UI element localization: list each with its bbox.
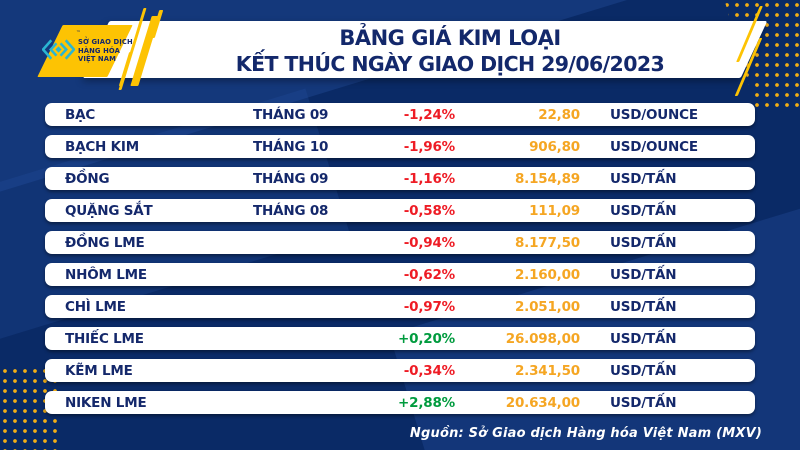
price-value: 2.160,00 [514, 266, 580, 283]
price-unit: USD/TẤN [610, 394, 677, 411]
contract-month: THÁNG 09 [253, 170, 329, 187]
logo-line-2: HÀNG HÓA [78, 46, 120, 55]
mxv-chevron-icon [41, 37, 76, 66]
metal-name: QUẶNG SẮT [65, 202, 153, 219]
logo-line-1: SỞ GIAO DỊCH [78, 38, 133, 47]
table-row-niken-lme: NIKEN LME +2,88% 20.634,00 USD/TẤN [45, 391, 755, 414]
price-value: 111,09 [529, 202, 580, 219]
price-value: 8.154,89 [514, 170, 580, 187]
metal-name: NIKEN LME [65, 394, 147, 411]
price-unit: USD/TẤN [610, 330, 677, 347]
price-unit: USD/TẤN [610, 202, 677, 219]
change-percent: -1,16% [403, 170, 455, 187]
title-line-1: BẢNG GIÁ KIM LOẠI [339, 26, 561, 50]
table-row-dong: ĐỒNG THÁNG 09 -1,16% 8.154,89 USD/TẤN [45, 167, 755, 190]
price-value: 2.341,50 [514, 362, 580, 379]
table-row-kem-lme: KẼM LME -0,34% 2.341,50 USD/TẤN [45, 359, 755, 382]
metal-name: CHÌ LME [65, 298, 126, 315]
page-title: BẢNG GIÁ KIM LOẠI KẾT THÚC NGÀY GIAO DỊC… [230, 25, 670, 77]
price-unit: USD/TẤN [610, 298, 677, 315]
logo-line-3: VIỆT NAM [78, 55, 116, 64]
metal-name: BẠCH KIM [65, 138, 139, 155]
mxv-logo: SỞ GIAO DỊCH HÀNG HÓA VIỆT NAM [41, 29, 142, 73]
price-unit: USD/TẤN [610, 362, 677, 379]
price-value: 8.177,50 [514, 234, 580, 251]
table-row-bach-kim: BẠCH KIM THÁNG 10 -1,96% 906,80 USD/OUNC… [45, 135, 755, 158]
change-percent: -0,94% [403, 234, 455, 251]
metal-name: THIẾC LME [65, 330, 144, 347]
change-percent: -1,96% [403, 138, 455, 155]
price-unit: USD/TẤN [610, 234, 677, 251]
table-row-chi-lme: CHÌ LME -0,97% 2.051,00 USD/TẤN [45, 295, 755, 318]
price-value: 22,80 [538, 106, 580, 123]
price-value: 906,80 [529, 138, 580, 155]
change-percent: -0,58% [403, 202, 455, 219]
price-unit: USD/TẤN [610, 266, 677, 283]
metal-name: BẠC [65, 106, 96, 123]
table-row-thiec-lme: THIẾC LME +0,20% 26.098,00 USD/TẤN [45, 327, 755, 350]
price-value: 2.051,00 [514, 298, 580, 315]
price-table: BẠC THÁNG 09 -1,24% 22,80 USD/OUNCE BẠCH… [45, 103, 755, 414]
metal-name: ĐỒNG [65, 170, 110, 187]
metal-name: NHÔM LME [65, 266, 147, 283]
price-unit: USD/OUNCE [610, 138, 698, 155]
change-percent: -0,62% [403, 266, 455, 283]
metal-name: ĐỒNG LME [65, 234, 145, 251]
price-unit: USD/TẤN [610, 170, 677, 187]
metal-name: KẼM LME [65, 362, 133, 379]
table-row-quang-sat: QUẶNG SẮT THÁNG 08 -0,58% 111,09 USD/TẤN [45, 199, 755, 222]
mxv-logo-text: SỞ GIAO DỊCH HÀNG HÓA VIỆT NAM [78, 38, 133, 64]
price-value: 26.098,00 [505, 330, 580, 347]
table-row-bac: BẠC THÁNG 09 -1,24% 22,80 USD/OUNCE [45, 103, 755, 126]
title-line-2: KẾT THÚC NGÀY GIAO DỊCH 29/06/2023 [235, 52, 665, 76]
change-percent: +2,88% [398, 394, 455, 411]
table-row-nhom-lme: NHÔM LME -0,62% 2.160,00 USD/TẤN [45, 263, 755, 286]
change-percent: -0,34% [403, 362, 455, 379]
source-attribution: Nguồn: Sở Giao dịch Hàng hóa Việt Nam (M… [409, 426, 762, 441]
change-percent: -1,24% [403, 106, 455, 123]
price-unit: USD/OUNCE [610, 106, 698, 123]
table-row-dong-lme: ĐỒNG LME -0,94% 8.177,50 USD/TẤN [45, 231, 755, 254]
change-percent: -0,97% [403, 298, 455, 315]
contract-month: THÁNG 10 [253, 138, 329, 155]
trademark-symbol: ™ [76, 30, 81, 36]
change-percent: +0,20% [398, 330, 455, 347]
contract-month: THÁNG 09 [253, 106, 329, 123]
price-value: 20.634,00 [505, 394, 580, 411]
contract-month: THÁNG 08 [253, 202, 329, 219]
